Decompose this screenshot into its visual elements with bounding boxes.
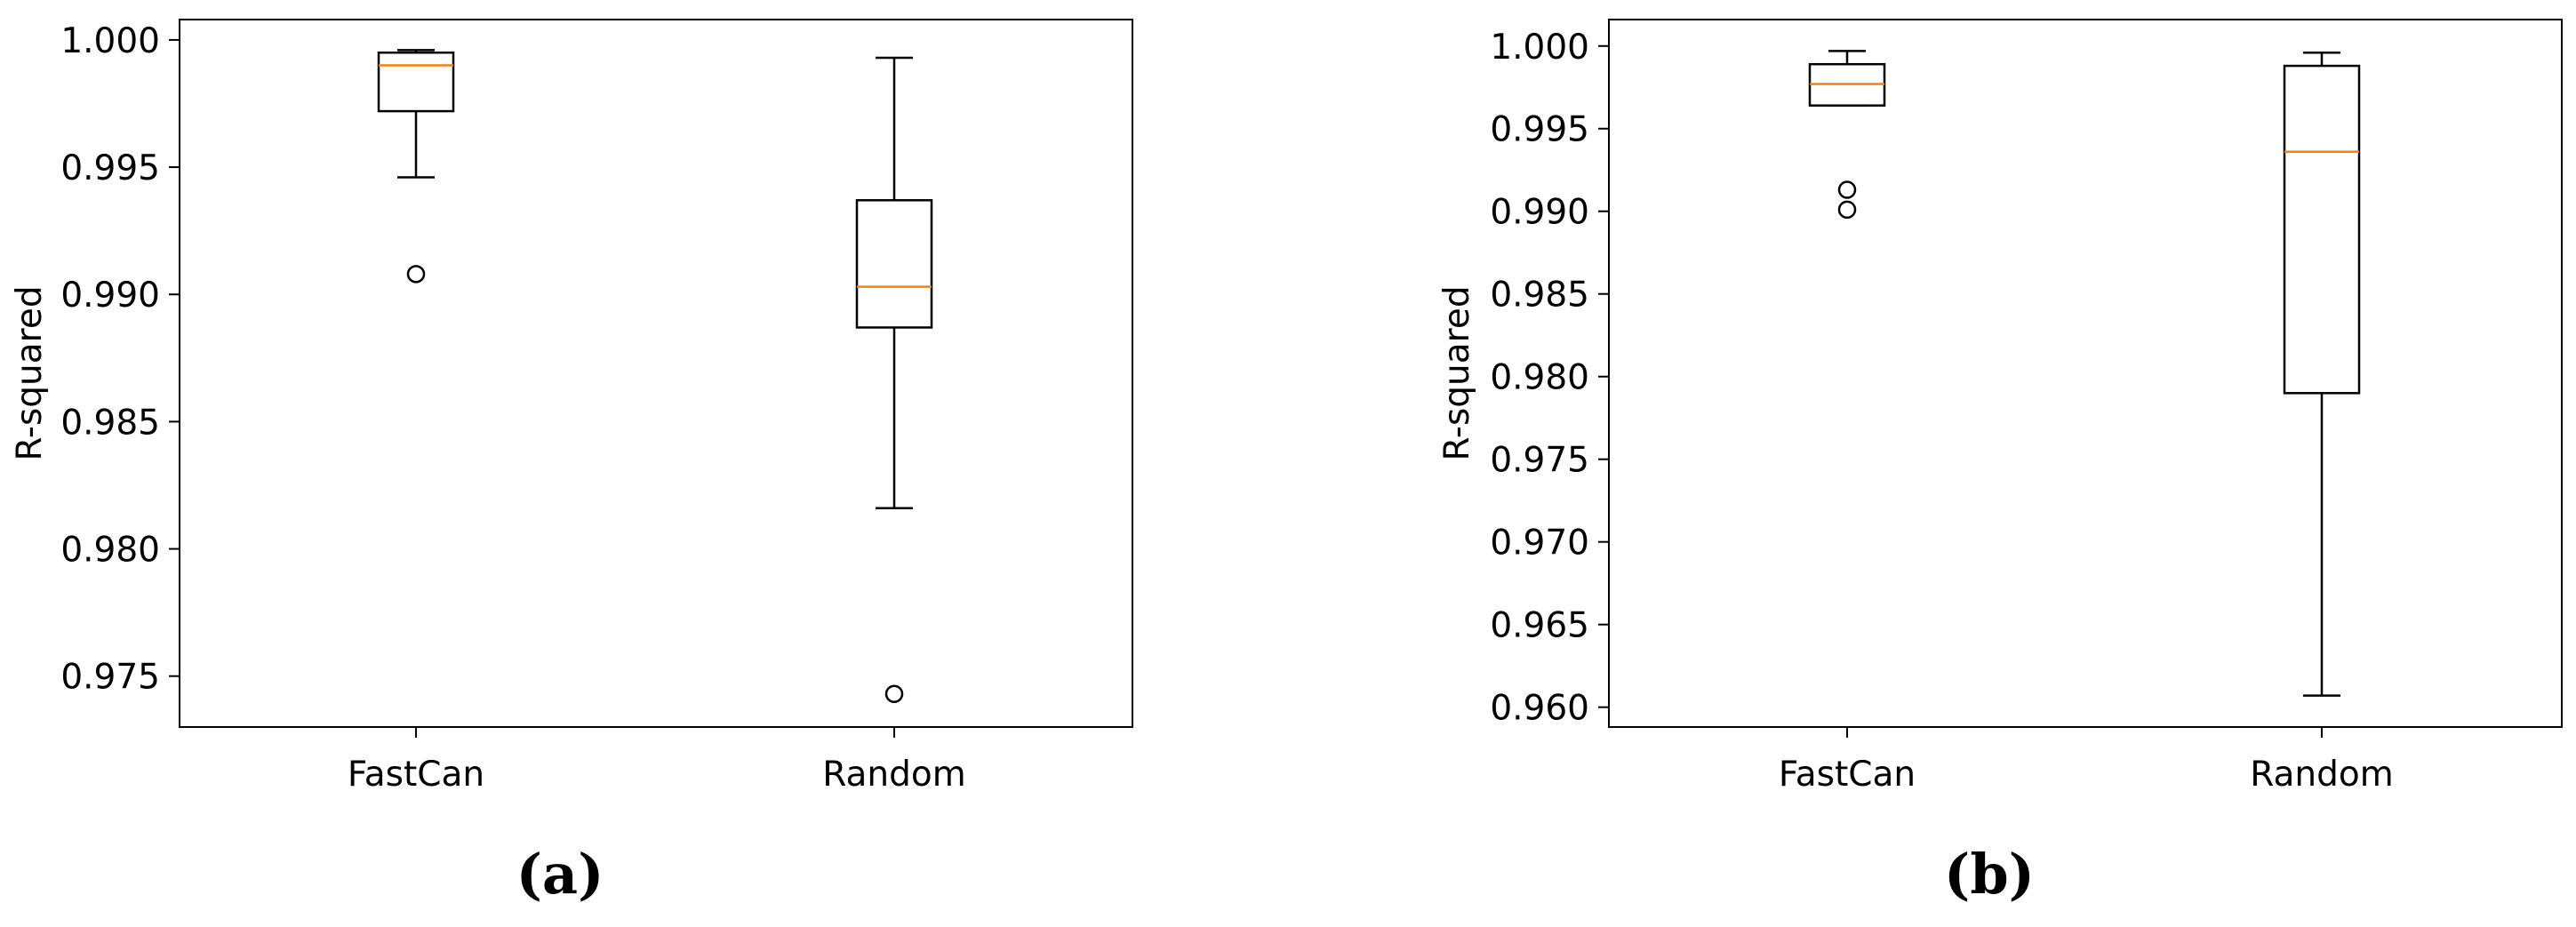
iqr-box	[2283, 64, 2361, 395]
y-tick-label: 0.975	[1490, 441, 1589, 481]
y-tick-label: 0.990	[1490, 193, 1589, 233]
y-tick-label: 0.980	[1490, 358, 1589, 398]
x-tick-label: Random	[822, 755, 965, 795]
outlier-point	[884, 684, 904, 704]
x-tick-label: FastCan	[348, 755, 484, 795]
y-tick-label: 1.000	[60, 21, 160, 61]
y-tick-label: 0.980	[60, 531, 160, 571]
y-tick-label: 0.965	[1490, 606, 1589, 646]
box-random	[2283, 51, 2361, 697]
y-tick-label: 0.995	[1490, 110, 1589, 150]
outlier-point	[406, 265, 426, 284]
panel-label: (b)	[1944, 842, 2035, 907]
box-fastcan	[1808, 50, 1886, 220]
plot-area-frame	[179, 19, 1133, 728]
y-tick-label: 0.970	[1490, 523, 1589, 563]
y-tick-label: 0.960	[1490, 689, 1589, 729]
outlier-point	[1837, 180, 1857, 199]
iqr-box	[377, 51, 455, 113]
x-tick-label: FastCan	[1779, 755, 1916, 795]
y-tick-label: 0.990	[60, 276, 160, 316]
y-tick-label: 0.985	[1490, 276, 1589, 316]
box-fastcan	[377, 49, 455, 284]
outlier-point	[1837, 200, 1857, 220]
x-tick-label: Random	[2250, 755, 2393, 795]
panel-label: (a)	[516, 842, 604, 907]
y-tick-label: 1.000	[1490, 28, 1589, 68]
iqr-box	[855, 199, 933, 329]
y-tick-label: 0.995	[60, 148, 160, 188]
y-axis-label: R-squared	[10, 285, 50, 460]
plot-area-frame	[1608, 19, 2563, 728]
y-tick-label: 0.985	[60, 403, 160, 443]
box-random	[855, 56, 933, 704]
y-axis-label: R-squared	[1437, 285, 1477, 460]
chart-panel-b: 0.960 0.965 0.970 0.975 0.980 0.985 0.990 0.995…	[1437, 19, 2563, 907]
chart-panel-a: 0.975 0.980 0.985 0.990 0.995 1.000 R-squared F…	[10, 19, 1133, 907]
y-tick-label: 0.975	[60, 658, 160, 698]
